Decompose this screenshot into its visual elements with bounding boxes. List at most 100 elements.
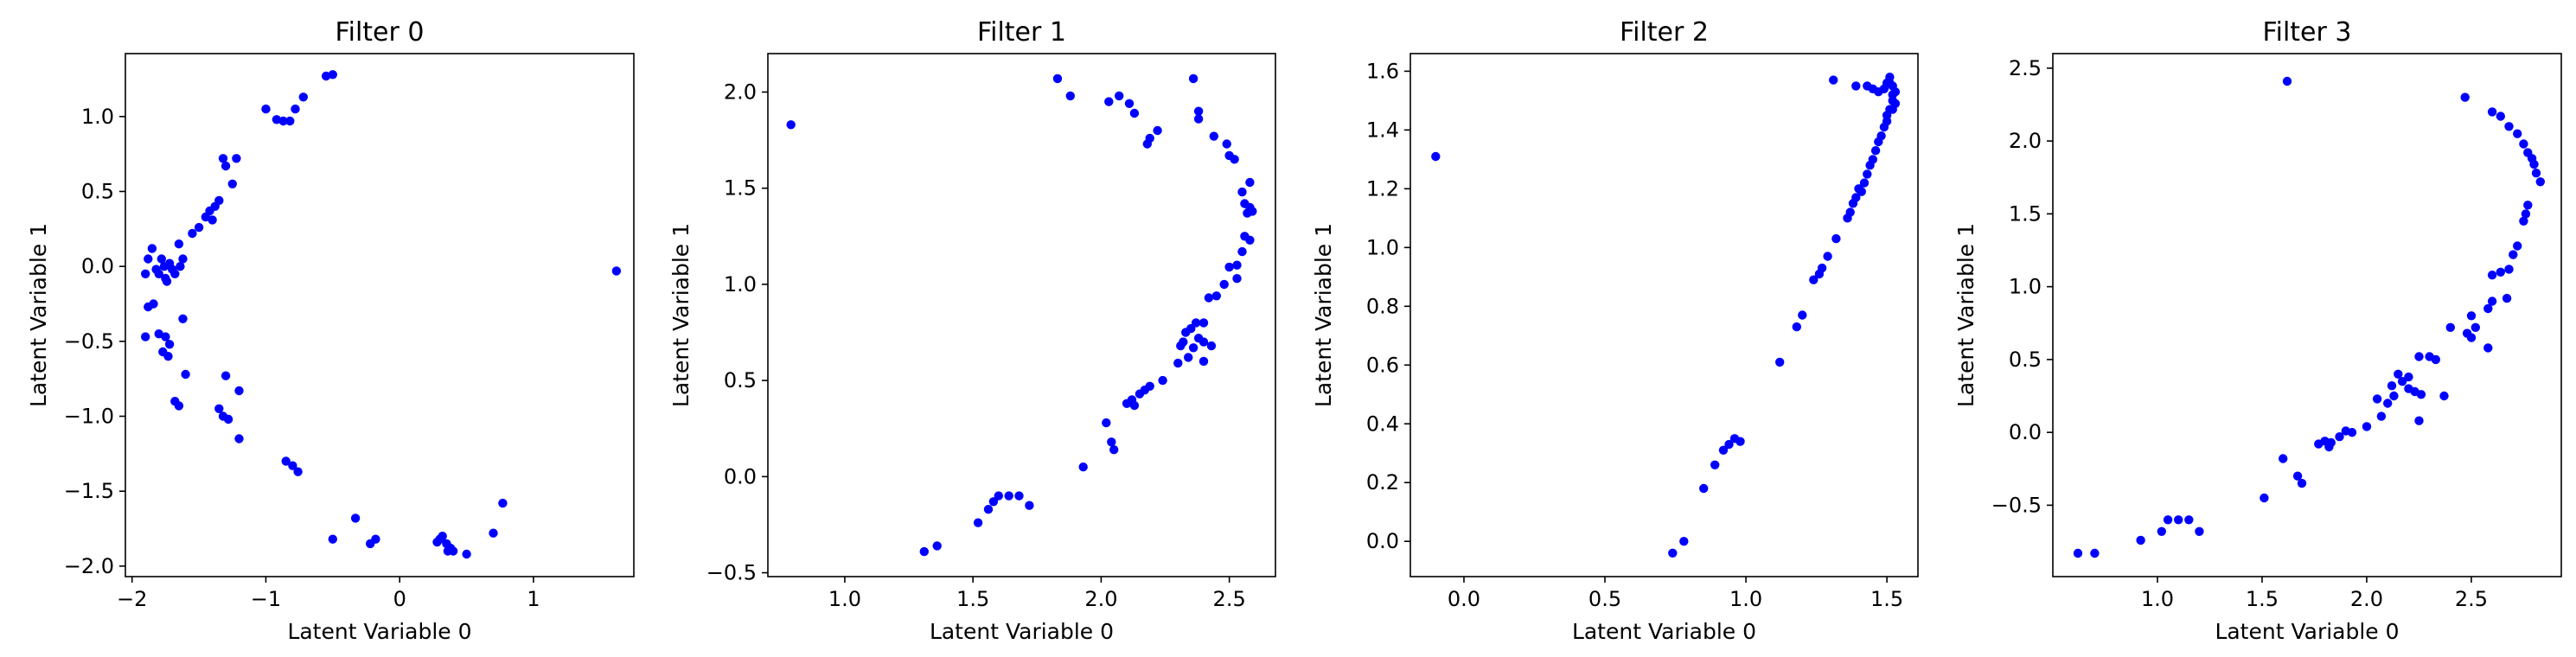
point-32 [2404, 372, 2413, 382]
point-2 [2487, 107, 2497, 117]
point-5 [1718, 445, 1729, 455]
point-19 [188, 228, 197, 239]
point-34 [162, 277, 172, 286]
point-9 [1153, 125, 1162, 136]
point-55 [1078, 462, 1088, 472]
point-43 [1863, 81, 1872, 91]
point-59 [988, 497, 999, 507]
point-57 [1004, 491, 1013, 501]
point-10 [2535, 177, 2545, 187]
point-14 [2519, 216, 2528, 226]
y-tick-label-2: 0.5 [2009, 348, 2042, 372]
point-17 [1237, 187, 1247, 197]
point-3 [2496, 112, 2505, 121]
point-62 [973, 518, 983, 527]
point-53 [1107, 437, 1116, 447]
plot-frame [2052, 53, 2562, 577]
point-16 [2509, 250, 2518, 259]
point-51 [2314, 439, 2324, 449]
point-28 [1232, 274, 1242, 284]
point-56 [2260, 493, 2269, 503]
y-tick-label-3: 1.0 [724, 272, 757, 297]
y-tick-label-2: 0.4 [1366, 411, 1399, 436]
y-tick-label-6: 1.0 [81, 105, 114, 129]
point-23 [2466, 311, 2477, 321]
plot-frame [767, 53, 1276, 577]
point-3 [1104, 97, 1114, 106]
point-0 [2282, 76, 2292, 86]
point-37 [178, 314, 188, 323]
y-tick-label-3: 0.6 [1366, 353, 1399, 377]
point-40 [164, 340, 175, 349]
point-29 [1219, 279, 1229, 290]
point-43 [2414, 416, 2424, 425]
point-35 [1181, 328, 1191, 337]
point-57 [2195, 526, 2204, 536]
point-25 [159, 262, 169, 271]
point-63 [932, 541, 942, 551]
point-31 [141, 269, 150, 278]
point-5 [2513, 129, 2522, 138]
point-54 [1109, 445, 1119, 455]
point-30 [144, 254, 153, 264]
point-26 [1232, 260, 1242, 270]
x-tick-label-0: 1.0 [2141, 587, 2174, 611]
point-30 [2431, 354, 2440, 365]
point-6 [1724, 439, 1734, 450]
point-51 [223, 414, 233, 424]
point-24 [1245, 235, 1255, 245]
point-11 [2531, 169, 2541, 178]
chart-title: Filter 0 [336, 17, 425, 48]
scatter-points [1431, 73, 1901, 558]
subplot-3: 1.0 1.5 2.0 2.5 −0.5 0.0 0.5 1.0 1.5 2.0 2.5 Filter… [1953, 17, 2562, 644]
x-tick-label-1: 0.5 [1588, 587, 1621, 611]
point-55 [2297, 478, 2307, 488]
point-59 [371, 534, 380, 544]
point-28 [2445, 322, 2455, 332]
point-45 [2362, 422, 2372, 431]
point-52 [2324, 442, 2334, 452]
y-tick-label-4: 1.5 [2009, 201, 2042, 226]
point-4 [291, 104, 300, 114]
point-22 [2483, 303, 2493, 314]
y-axis-label: Latent Variable 1 [1311, 223, 1336, 407]
point-24 [2471, 322, 2480, 332]
point-6 [1129, 108, 1140, 118]
point-53 [281, 456, 291, 466]
point-8 [261, 104, 271, 114]
scatter-points [141, 70, 622, 559]
x-axis-label: Latent Variable 0 [287, 619, 471, 644]
x-tick-label-2: 1.0 [1729, 587, 1762, 611]
point-4 [2504, 122, 2514, 131]
point-38 [1199, 337, 1209, 347]
point-43 [1199, 356, 1209, 367]
point-39 [161, 332, 170, 341]
point-20 [2502, 293, 2512, 303]
point-22 [1248, 207, 1257, 216]
point-55 [293, 467, 303, 476]
point-52 [1102, 418, 1111, 428]
point-8 [1735, 437, 1745, 446]
point-26 [1868, 155, 1877, 164]
y-tick-label-8: 1.6 [1366, 59, 1399, 83]
point-40 [1206, 341, 1217, 351]
point-34 [2397, 377, 2407, 386]
point-3 [298, 92, 308, 102]
point-13 [2521, 209, 2531, 219]
point-23 [1859, 178, 1870, 188]
point-56 [1014, 491, 1024, 501]
point-48 [1888, 105, 1897, 114]
point-3 [1699, 483, 1709, 494]
point-48 [2335, 432, 2344, 442]
plot-frame [1409, 53, 1919, 577]
scatter-points [2073, 76, 2545, 558]
x-tick-label-3: 2.5 [1213, 587, 1246, 611]
point-32 [157, 254, 166, 264]
chart-title: Filter 1 [977, 17, 1066, 48]
point-20 [1851, 193, 1861, 202]
point-38 [2416, 390, 2426, 399]
x-tick-label-3: 1 [527, 587, 540, 611]
y-tick-label-5: 2.0 [2009, 129, 2042, 153]
point-2 [1065, 91, 1076, 101]
